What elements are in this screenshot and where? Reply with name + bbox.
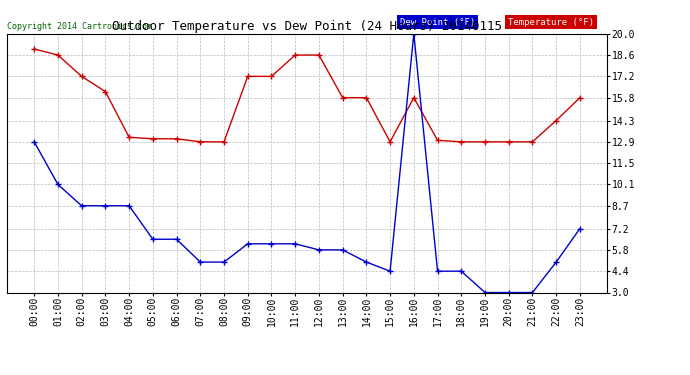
Text: Dew Point (°F): Dew Point (°F) xyxy=(400,18,475,27)
Text: Copyright 2014 Cartronics.com: Copyright 2014 Cartronics.com xyxy=(7,22,152,31)
Text: Temperature (°F): Temperature (°F) xyxy=(508,18,594,27)
Title: Outdoor Temperature vs Dew Point (24 Hours) 20140115: Outdoor Temperature vs Dew Point (24 Hou… xyxy=(112,20,502,33)
